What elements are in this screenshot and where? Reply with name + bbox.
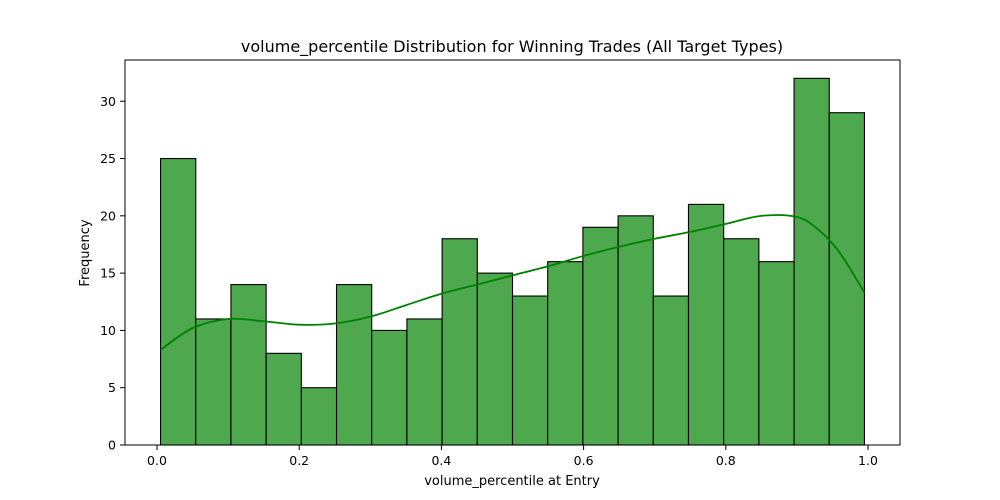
y-tick-label: 0: [108, 438, 116, 453]
x-tick-label: 0.2: [289, 453, 309, 468]
y-tick-label: 25: [100, 151, 116, 166]
histogram-bar: [758, 261, 795, 446]
x-axis-label: volume_percentile at Entry: [424, 474, 600, 489]
histogram-bar: [582, 226, 619, 446]
histogram-bar: [195, 318, 232, 446]
y-tick-label: 5: [108, 380, 116, 395]
x-tick-label: 0.6: [574, 453, 594, 468]
histogram-bar: [617, 215, 654, 446]
histogram-bar: [511, 295, 549, 446]
histogram-bar: [441, 238, 478, 446]
histogram-bar: [723, 238, 760, 446]
histogram-bar: [265, 352, 302, 446]
ticks-layer: 0.0 0.2 0.4 0.6 0.8 1.0 0 5 10 15 20 25 30: [100, 94, 878, 468]
kde-layer: [160, 214, 866, 351]
histogram-bar: [652, 295, 690, 446]
bars-layer: [160, 77, 865, 446]
histogram-bar: [828, 112, 865, 446]
x-tick-label: 0.4: [431, 453, 451, 468]
x-tick-label: 1.0: [858, 453, 878, 468]
axes-layer: [124, 59, 901, 446]
histogram-bar: [335, 284, 373, 446]
histogram-bar: [793, 77, 830, 446]
histogram-bar: [476, 272, 514, 446]
histogram-bar: [300, 387, 338, 446]
histogram-bar: [230, 284, 267, 446]
chart-title: volume_percentile Distribution for Winni…: [241, 37, 783, 57]
kde-curve: [160, 214, 866, 351]
x-tick-label: 0.0: [147, 453, 167, 468]
y-axis-label: Frequency: [78, 219, 93, 286]
histogram-bar: [160, 157, 197, 446]
histogram-bar: [406, 318, 443, 446]
y-tick-label: 15: [100, 266, 116, 281]
y-tick-label: 10: [100, 323, 116, 338]
plot-frame: [124, 59, 901, 446]
x-tick-label: 0.8: [716, 453, 736, 468]
y-tick-label: 20: [100, 208, 116, 223]
histogram-bar: [547, 261, 584, 446]
histogram-bar: [687, 203, 725, 446]
histogram-bar: [371, 329, 408, 446]
y-tick-label: 30: [100, 94, 116, 109]
